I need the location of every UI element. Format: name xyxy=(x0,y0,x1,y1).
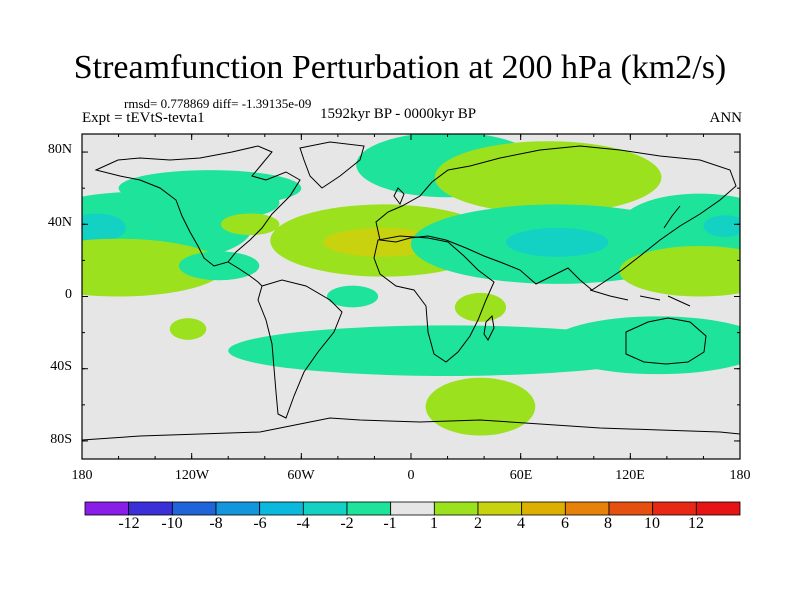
colorbar-label: 2 xyxy=(474,515,482,532)
colorbar-swatch xyxy=(652,501,697,516)
colorbar-swatch xyxy=(477,501,523,516)
colorbar-label: -1 xyxy=(383,515,397,532)
colorbar-label: -10 xyxy=(161,515,183,532)
lat-tick-40n: 40N xyxy=(47,215,72,230)
colorbar-swatch xyxy=(128,501,173,516)
coastline-south-america xyxy=(257,279,343,419)
anomaly-region-atlantic-n-core xyxy=(323,227,441,257)
coastline-antarctica xyxy=(82,417,740,441)
lat-tick-40s: 40S xyxy=(50,359,72,374)
colorbar-swatch xyxy=(564,501,610,516)
anomaly-region-n-pacific-core xyxy=(82,213,126,243)
axis-ticks xyxy=(81,134,741,459)
anomaly-region-s-asia-core xyxy=(506,227,609,257)
coastline-madagascar xyxy=(483,314,495,341)
anomaly-region-w-pacific-subtrop xyxy=(619,245,740,297)
colorbar-swatch xyxy=(84,501,130,516)
colorbar-swatch xyxy=(346,501,392,516)
coastline-layer xyxy=(82,141,740,441)
colorbar-label: 6 xyxy=(561,515,569,532)
coastline-australia xyxy=(625,317,707,365)
experiment-label: Expt = tEVtS-tevta1 xyxy=(82,110,205,126)
colorbar-swatch xyxy=(695,501,741,516)
lon-tick-0: 0 xyxy=(407,468,415,483)
coastline-uk xyxy=(393,187,405,206)
anomaly-region-e-pacific-subtrop xyxy=(82,238,225,297)
colorbar-label: -4 xyxy=(296,515,310,532)
lon-tick-60e: 60E xyxy=(509,468,533,483)
colorbar-swatch xyxy=(302,501,348,516)
anomaly-region-great-lakes xyxy=(220,213,280,236)
anomaly-region-n-pacific-west-core xyxy=(703,215,740,237)
coastline-africa xyxy=(373,235,495,363)
season-label: ANN xyxy=(709,110,743,126)
colorbar-label: -6 xyxy=(253,515,267,532)
coastline-eurasia xyxy=(375,145,737,291)
colorbar-label: 12 xyxy=(688,515,704,532)
colorbar-label: 8 xyxy=(604,515,612,532)
colorbar-swatch xyxy=(171,501,217,516)
lon-tick-60w: 60W xyxy=(287,468,315,483)
colorbar-label: -12 xyxy=(118,515,140,532)
lat-tick-eq: 0 xyxy=(65,287,72,302)
period-label: 1592kyr BP - 0000kyr BP xyxy=(320,106,477,122)
colorbar-label: 4 xyxy=(517,515,525,532)
anomaly-region-canada-east xyxy=(198,188,280,218)
colorbar-label: -8 xyxy=(209,515,223,532)
coastline-north-america xyxy=(94,145,301,267)
colorbar-swatches xyxy=(84,501,741,516)
colorbar-swatch xyxy=(259,501,304,516)
anomaly-region-siberia xyxy=(434,141,662,214)
lon-tick-180w: 180 xyxy=(71,468,93,483)
colorbar-label: -2 xyxy=(340,515,354,532)
anomaly-region-e-africa xyxy=(454,292,507,322)
anomaly-field-layer xyxy=(82,134,740,436)
colorbar-swatch xyxy=(433,501,479,516)
map-title: Streamfunction Perturbation at 200 hPa (… xyxy=(73,49,727,86)
colorbar-swatch xyxy=(390,501,435,516)
lon-tick-120w: 120W xyxy=(174,468,210,483)
lon-tick-180e: 180 xyxy=(729,468,751,483)
colorbar-label: 10 xyxy=(644,515,660,532)
colorbar-swatch xyxy=(215,501,261,516)
colorbar-swatch xyxy=(608,501,654,516)
anomaly-region-s-pacific-small xyxy=(169,318,207,340)
lat-tick-80n: 80N xyxy=(47,142,72,157)
coastline-central-america xyxy=(227,261,263,287)
lat-tick-80s: 80S xyxy=(50,432,72,447)
anomaly-region-w-africa-eq xyxy=(326,285,379,308)
coastline-indonesia xyxy=(589,289,691,307)
coastline-greenland xyxy=(299,141,365,189)
rmsd-diff-stats: rmsd= 0.778869 diff= -1.39135e-09 xyxy=(124,96,312,111)
coastline-japan xyxy=(663,205,681,229)
anomaly-region-mexico xyxy=(178,251,260,281)
colorbar-swatch xyxy=(521,501,566,516)
lon-tick-120e: 120E xyxy=(615,468,645,483)
colorbar-label: 1 xyxy=(430,515,438,532)
